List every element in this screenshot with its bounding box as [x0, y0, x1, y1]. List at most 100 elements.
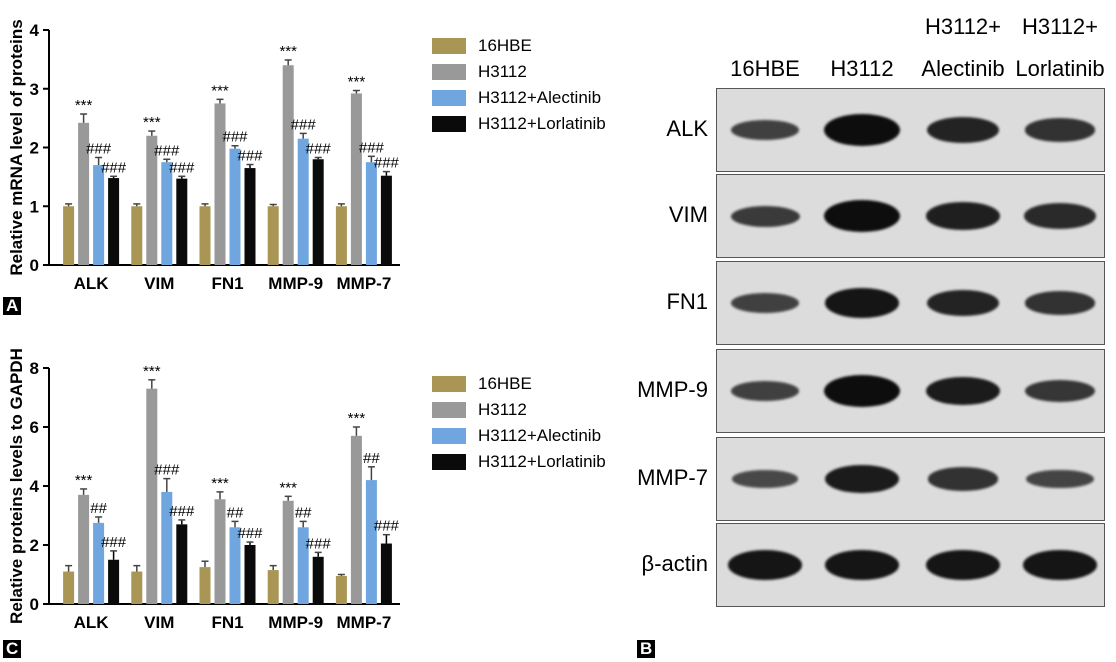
bar [161, 491, 173, 604]
bar [214, 499, 226, 604]
blot-band [730, 120, 800, 140]
x-tick-label: MMP-7 [337, 613, 392, 632]
blot-row-label: ALK [666, 116, 708, 141]
y-tick-label: 0 [30, 256, 39, 275]
bar [244, 545, 256, 604]
blot-row-label: β-actin [641, 551, 708, 576]
significance-label: ### [237, 525, 263, 542]
blot-band [730, 293, 800, 313]
blot-band [927, 467, 999, 491]
legend-item-16hbe: 16HBE [432, 33, 606, 59]
legend-item-alectinib: H3112+Alectinib [432, 85, 606, 111]
significance-label: ### [154, 462, 180, 479]
legend-swatch [432, 90, 466, 106]
blot-band [824, 114, 900, 146]
x-tick-label: MMP-9 [268, 613, 323, 632]
bar [297, 138, 309, 265]
significance-label: *** [279, 479, 297, 496]
blot-band [730, 381, 800, 401]
blot-band [824, 288, 900, 318]
bar [199, 206, 211, 265]
blot-band [824, 375, 900, 407]
significance-label: *** [143, 114, 161, 131]
legend-item-lorlatinib: H3112+Lorlatinib [432, 449, 606, 475]
bar [365, 162, 377, 265]
legend-swatch [432, 116, 466, 132]
legend-label: H3112+Lorlatinib [478, 114, 606, 133]
legend-item-alectinib: H3112+Alectinib [432, 423, 606, 449]
bar [214, 103, 226, 265]
significance-label: ## [363, 450, 380, 467]
y-tick-label: 1 [30, 197, 39, 216]
bar [282, 65, 294, 265]
legend-item-h3112: H3112 [432, 397, 606, 423]
significance-label: *** [348, 74, 366, 91]
blot-band [727, 550, 803, 580]
bar [161, 162, 173, 265]
bar [131, 571, 143, 604]
x-tick-label: MMP-7 [337, 274, 392, 293]
x-tick-label: FN1 [211, 274, 243, 293]
bar [229, 527, 241, 604]
blot-column-header-line1: H3112+ [924, 14, 1002, 39]
bar [267, 206, 279, 265]
blot-band [730, 205, 800, 227]
y-tick-label: 6 [30, 418, 39, 437]
x-tick-label: FN1 [211, 613, 243, 632]
bar [229, 148, 241, 265]
y-tick-label: 4 [30, 21, 40, 40]
bar [199, 567, 211, 604]
bar [312, 159, 324, 265]
y-tick-label: 2 [30, 139, 39, 158]
legend-a: 16HBE H3112 H3112+Alectinib H3112+Lorlat… [432, 33, 606, 137]
blot-row-label: FN1 [666, 289, 708, 314]
blot-band [1024, 118, 1096, 142]
legend-label: H3112+Alectinib [478, 426, 602, 445]
blot-band [825, 464, 899, 494]
panel-label-a: A [3, 297, 22, 315]
bar [93, 165, 105, 265]
bar [282, 500, 294, 604]
significance-label: ### [86, 140, 112, 157]
blot-band [824, 200, 900, 232]
bar [93, 522, 105, 604]
bar [312, 556, 324, 604]
significance-label: *** [211, 475, 229, 492]
bar [365, 480, 377, 604]
significance-label: ## [295, 504, 312, 521]
blot-column-header-line1: H3112+ [1021, 14, 1099, 39]
bar [78, 122, 90, 265]
bar [146, 135, 158, 265]
y-axis-label: Relative proteins levels to GAPDH [7, 348, 26, 624]
significance-label: *** [211, 82, 229, 99]
significance-label: ### [101, 159, 127, 176]
x-tick-label: MMP-9 [268, 274, 323, 293]
blot-band [926, 289, 1000, 317]
y-tick-label: 0 [30, 595, 39, 614]
significance-label: ### [222, 129, 248, 146]
bar [380, 175, 392, 265]
y-axis-label: Relative mRNA level of proteins [7, 19, 26, 275]
bar [335, 206, 347, 265]
legend-swatch [432, 376, 466, 392]
blot-band [1024, 291, 1096, 315]
blot-band [926, 202, 1000, 230]
y-tick-label: 8 [30, 359, 39, 378]
legend-label: H3112 [478, 400, 527, 419]
significance-label: ### [306, 535, 332, 552]
bar [63, 571, 75, 604]
significance-label: ### [291, 116, 317, 133]
x-tick-label: VIM [144, 274, 174, 293]
bar [380, 543, 392, 604]
significance-label: ### [237, 148, 263, 165]
blot-band [1024, 203, 1096, 229]
significance-label: ## [90, 500, 107, 517]
y-tick-label: 3 [30, 80, 39, 99]
legend-swatch [432, 64, 466, 80]
blot-row-label: VIM [668, 202, 708, 227]
significance-label: ### [169, 503, 195, 520]
blot-band [926, 116, 1000, 144]
bar [335, 575, 347, 604]
significance-label: ### [374, 518, 400, 535]
